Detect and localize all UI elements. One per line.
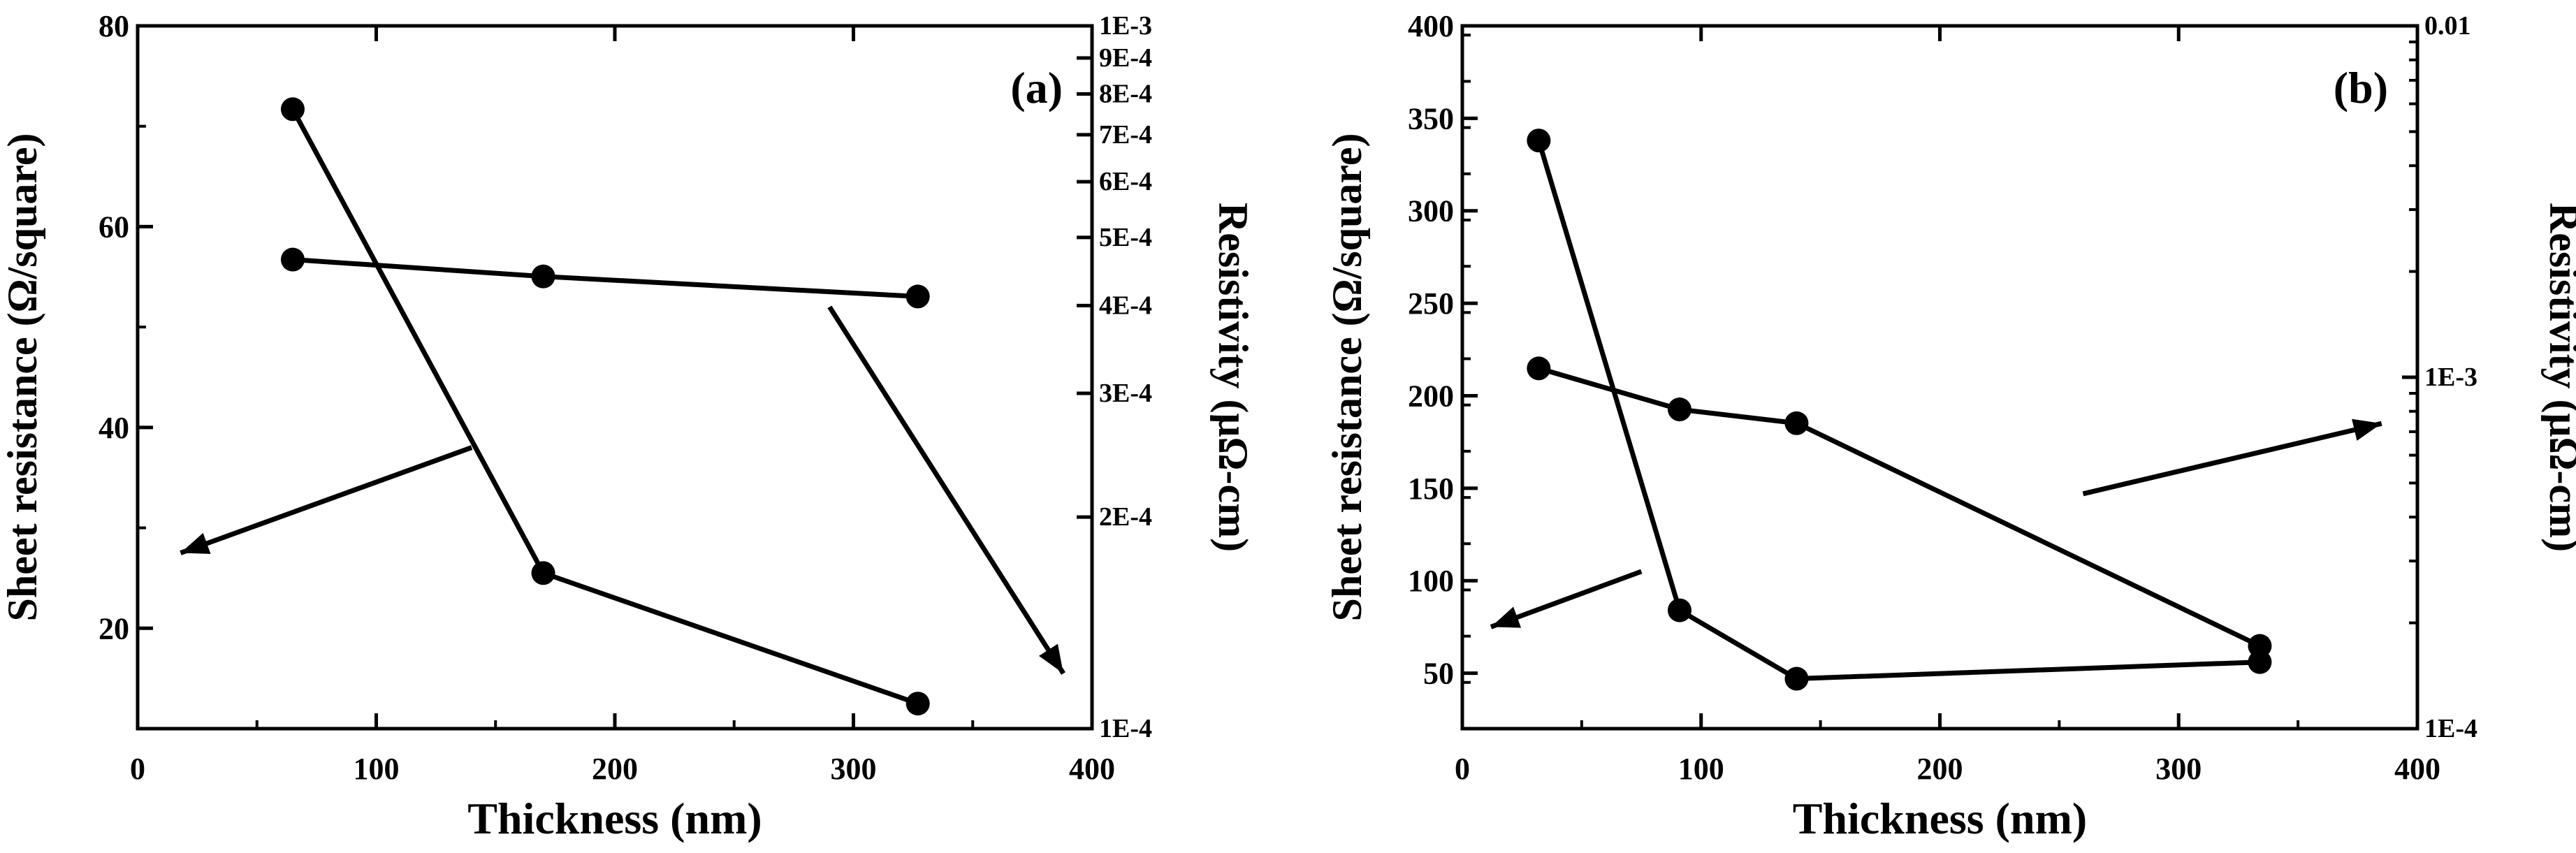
data-point-resistivity	[1667, 398, 1691, 422]
y-axis-title: Sheet resistance (Ω/square)	[0, 133, 45, 621]
y2-tick-label: 5E-4	[1099, 223, 1152, 252]
data-point-resistivity	[905, 284, 930, 309]
x-tick-label: 100	[1678, 752, 1724, 786]
y2-tick-label: 4E-4	[1099, 291, 1152, 320]
y2-tick-label: 7E-4	[1099, 120, 1152, 150]
data-point-resistivity	[531, 264, 555, 289]
x-tick-label: 0	[1455, 752, 1470, 786]
x-tick-label: 100	[354, 752, 400, 786]
x-tick-label: 400	[1069, 752, 1115, 786]
panel-label: (a)	[1010, 63, 1063, 112]
y-tick-label: 250	[1408, 286, 1454, 321]
y2-tick-label: 1E-4	[2424, 714, 2477, 743]
y2-tick-label: 3E-4	[1099, 379, 1152, 408]
arrow-head	[1039, 643, 1064, 673]
plot-frame	[136, 24, 1094, 731]
y-tick-label: 80	[99, 9, 129, 43]
series-line-resistivity	[1538, 365, 2261, 648]
y2-tick-label: 0.01	[2424, 11, 2471, 41]
y2-axis-title: Resistivity (μΩ-cm)	[2541, 203, 2576, 552]
data-point-sheet-resistance	[280, 97, 305, 122]
data-point-resistivity	[1527, 356, 1551, 381]
x-tick-label: 300	[831, 752, 877, 786]
panel-a: 0 100 200 300 400 20 40 60 80 1E-4 2E-4 3E-4 4E-4 5E-…	[0, 9, 1256, 843]
data-point-sheet-resistance	[1527, 129, 1551, 153]
data-point-sheet-resistance	[1667, 598, 1691, 622]
y2-axis-title: Resistivity (μΩ-cm)	[1210, 203, 1256, 552]
arrow-line	[827, 305, 1065, 675]
y-tick-label: 300	[1408, 194, 1454, 228]
y2-tick-label: 1E-3	[1099, 11, 1152, 41]
data-point-sheet-resistance	[905, 692, 930, 716]
x-tick-label: 300	[2155, 752, 2202, 786]
y-tick-label: 100	[1408, 564, 1454, 598]
panel-label: (b)	[2334, 63, 2388, 112]
y-tick-label: 200	[1408, 379, 1454, 413]
data-point-resistivity	[1784, 411, 1809, 435]
y2-tick-label: 6E-4	[1099, 167, 1152, 196]
arrow-head	[2352, 418, 2382, 441]
series-line-sheet-resistance	[290, 108, 919, 706]
arrow-head	[1491, 606, 1522, 628]
panel-b: 0 100 200 300 400 50 100 150 200 250 300 350 400 1E-4…	[1324, 9, 2576, 843]
data-point-sheet-resistance	[1784, 666, 1809, 691]
y-tick-label: 50	[1423, 657, 1454, 691]
y-axis-title: Sheet resistance (Ω/square)	[1324, 133, 1370, 621]
plot-frame	[1460, 24, 2419, 731]
x-tick-label: 200	[592, 752, 638, 786]
arrow-head	[180, 532, 211, 554]
y2-tick-label: 1E-3	[2424, 363, 2477, 392]
x-axis-title: Thickness (nm)	[1793, 794, 2087, 843]
x-tick-label: 400	[2394, 752, 2440, 786]
y-tick-label: 40	[99, 411, 129, 445]
data-point-resistivity	[2248, 634, 2272, 658]
data-point-resistivity	[280, 247, 305, 272]
y2-tick-label: 9E-4	[1099, 43, 1152, 73]
y2-tick-label: 2E-4	[1099, 502, 1152, 532]
x-tick-label: 200	[1917, 752, 1963, 786]
arrow-line	[180, 445, 473, 555]
data-point-sheet-resistance	[531, 561, 555, 585]
y-tick-label: 60	[99, 210, 129, 244]
x-axis-title: Thickness (nm)	[467, 794, 762, 843]
y-tick-label: 400	[1408, 9, 1454, 43]
arrow-line	[2082, 421, 2382, 497]
x-tick-label: 0	[130, 752, 145, 786]
y2-tick-label: 1E-4	[1099, 714, 1152, 743]
series-line-sheet-resistance	[1536, 140, 2260, 682]
y-tick-label: 350	[1408, 101, 1454, 136]
y2-tick-label: 8E-4	[1099, 79, 1152, 108]
y-tick-label: 150	[1408, 472, 1454, 506]
y-tick-label: 20	[99, 611, 129, 646]
